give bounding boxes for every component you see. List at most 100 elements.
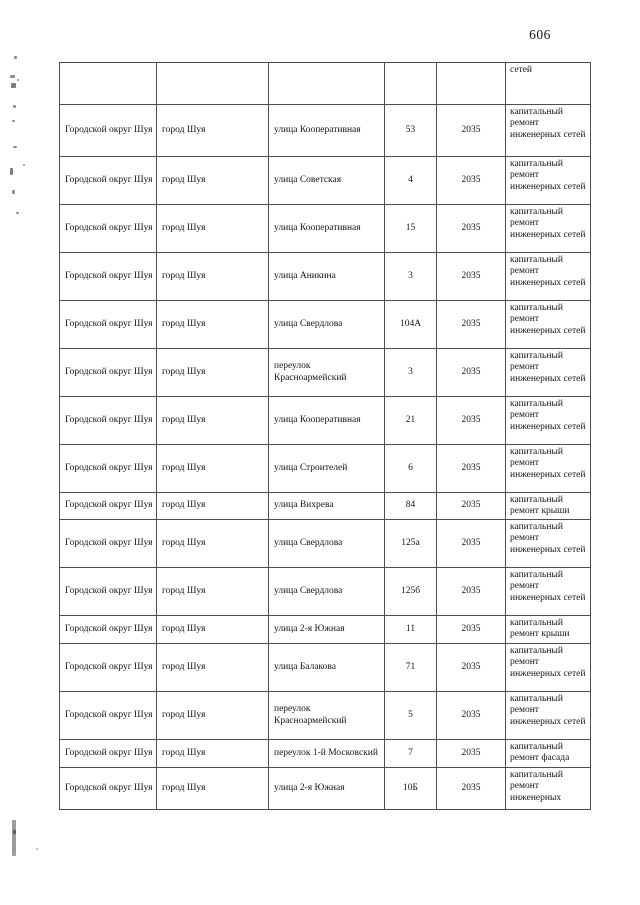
- street-cell: переулок Красноармейский: [268, 691, 385, 740]
- district-cell: [59, 62, 157, 105]
- house-number-cell: 21: [384, 396, 437, 445]
- year-cell: 2035: [436, 104, 506, 157]
- street-cell: улица Балакова: [268, 643, 385, 692]
- work-type-cell: капитальный ремонт инженерных сетей: [505, 104, 591, 157]
- street-cell: переулок 1-й Московский: [268, 739, 385, 768]
- street-cell: [268, 62, 385, 105]
- table-row-continuation: сетей: [59, 62, 591, 105]
- scan-artifact: [10, 168, 13, 175]
- year-cell: 2035: [436, 643, 506, 692]
- city-cell: город Шуя: [156, 492, 269, 520]
- city-cell: город Шуя: [156, 348, 269, 397]
- work-type-cell: капитальный ремонт крыши: [505, 615, 591, 644]
- repair-schedule-table: сетей Городской округ Шуя город Шуя улица К…: [59, 62, 591, 810]
- city-cell: город Шуя: [156, 444, 269, 493]
- table-row: Городской округ Шуя город Шуя улица Свердл…: [59, 300, 591, 349]
- scan-artifact: [16, 212, 19, 214]
- district-cell: Городской округ Шуя: [59, 204, 157, 253]
- table-row: Городской округ Шуя город Шуя улица Балако…: [59, 643, 591, 692]
- street-cell: улица Советская: [268, 156, 385, 205]
- scan-artifact: [12, 190, 15, 194]
- city-cell: город Шуя: [156, 643, 269, 692]
- house-number-cell: [384, 62, 437, 105]
- city-cell: город Шуя: [156, 691, 269, 740]
- district-cell: Городской округ Шуя: [59, 104, 157, 157]
- work-type-cell: капитальный ремонт инженерных сетей: [505, 519, 591, 568]
- house-number-cell: 125б: [384, 567, 437, 616]
- year-cell: 2035: [436, 615, 506, 644]
- year-cell: 2035: [436, 252, 506, 301]
- city-cell: город Шуя: [156, 519, 269, 568]
- city-cell: город Шуя: [156, 567, 269, 616]
- city-cell: город Шуя: [156, 252, 269, 301]
- district-cell: Городской округ Шуя: [59, 492, 157, 520]
- table-row: Городской округ Шуя город Шуя улица Строит…: [59, 444, 591, 493]
- street-cell: улица Кооперативная: [268, 204, 385, 253]
- year-cell: 2035: [436, 767, 506, 810]
- house-number-cell: 6: [384, 444, 437, 493]
- year-cell: 2035: [436, 156, 506, 205]
- table-row: Городской округ Шуя город Шуя улица Свердл…: [59, 519, 591, 568]
- scan-artifact: [12, 120, 15, 122]
- work-type-cell: капитальный ремонт инженерных сетей: [505, 691, 591, 740]
- year-cell: [436, 62, 506, 105]
- district-cell: Городской округ Шуя: [59, 252, 157, 301]
- street-cell: улица Свердлова: [268, 300, 385, 349]
- scan-artifact: [12, 820, 16, 856]
- work-type-cell: сетей: [505, 62, 591, 105]
- city-cell: город Шуя: [156, 767, 269, 810]
- house-number-cell: 3: [384, 348, 437, 397]
- table-row: Городской округ Шуя город Шуя улица 2-я Юж…: [59, 615, 591, 644]
- district-cell: Городской округ Шуя: [59, 348, 157, 397]
- work-type-cell: капитальный ремонт инженерных сетей: [505, 396, 591, 445]
- table-row: Городской округ Шуя город Шуя улица Коопер…: [59, 104, 591, 157]
- house-number-cell: 7: [384, 739, 437, 768]
- district-cell: Городской округ Шуя: [59, 739, 157, 768]
- house-number-cell: 125а: [384, 519, 437, 568]
- work-type-cell: капитальный ремонт инженерных сетей: [505, 348, 591, 397]
- street-cell: улица Кооперативная: [268, 104, 385, 157]
- district-cell: Городской округ Шуя: [59, 300, 157, 349]
- street-cell: улица Свердлова: [268, 567, 385, 616]
- city-cell: город Шуя: [156, 204, 269, 253]
- work-type-cell: капитальный ремонт инженерных сетей: [505, 444, 591, 493]
- city-cell: город Шуя: [156, 739, 269, 768]
- scan-artifact: [11, 83, 16, 88]
- house-number-cell: 5: [384, 691, 437, 740]
- year-cell: 2035: [436, 492, 506, 520]
- work-type-cell: капитальный ремонт инженерных сетей: [505, 300, 591, 349]
- house-number-cell: 15: [384, 204, 437, 253]
- district-cell: Городской округ Шуя: [59, 615, 157, 644]
- table-row: Городской округ Шуя город Шуя улица Коопер…: [59, 204, 591, 253]
- house-number-cell: 4: [384, 156, 437, 205]
- scan-artifact: [10, 75, 15, 78]
- year-cell: 2035: [436, 348, 506, 397]
- work-type-cell: капитальный ремонт фасада: [505, 739, 591, 768]
- city-cell: город Шуя: [156, 156, 269, 205]
- table-row: Городской округ Шуя город Шуя улица Советс…: [59, 156, 591, 205]
- repair-table-body: сетей Городской округ Шуя город Шуя улица К…: [59, 62, 591, 810]
- year-cell: 2035: [436, 444, 506, 493]
- table-row: Городской округ Шуя город Шуя переулок 1-й…: [59, 739, 591, 768]
- district-cell: Городской округ Шуя: [59, 519, 157, 568]
- district-cell: Городской округ Шуя: [59, 691, 157, 740]
- district-cell: Городской округ Шуя: [59, 643, 157, 692]
- city-cell: город Шуя: [156, 104, 269, 157]
- table-row: Городской округ Шуя город Шуя переулок Кра…: [59, 691, 591, 740]
- scan-artifact: [17, 79, 19, 81]
- street-cell: улица Кооперативная: [268, 396, 385, 445]
- city-cell: город Шуя: [156, 396, 269, 445]
- year-cell: 2035: [436, 519, 506, 568]
- house-number-cell: 84: [384, 492, 437, 520]
- district-cell: Городской округ Шуя: [59, 444, 157, 493]
- city-cell: [156, 62, 269, 105]
- street-cell: улица Вихрева: [268, 492, 385, 520]
- district-cell: Городской округ Шуя: [59, 396, 157, 445]
- work-type-cell: капитальный ремонт крыши: [505, 492, 591, 520]
- house-number-cell: 104А: [384, 300, 437, 349]
- work-type-cell: капитальный ремонт инженерных сетей: [505, 567, 591, 616]
- scan-artifact: [13, 105, 16, 108]
- city-cell: город Шуя: [156, 300, 269, 349]
- scan-artifact: [13, 146, 17, 148]
